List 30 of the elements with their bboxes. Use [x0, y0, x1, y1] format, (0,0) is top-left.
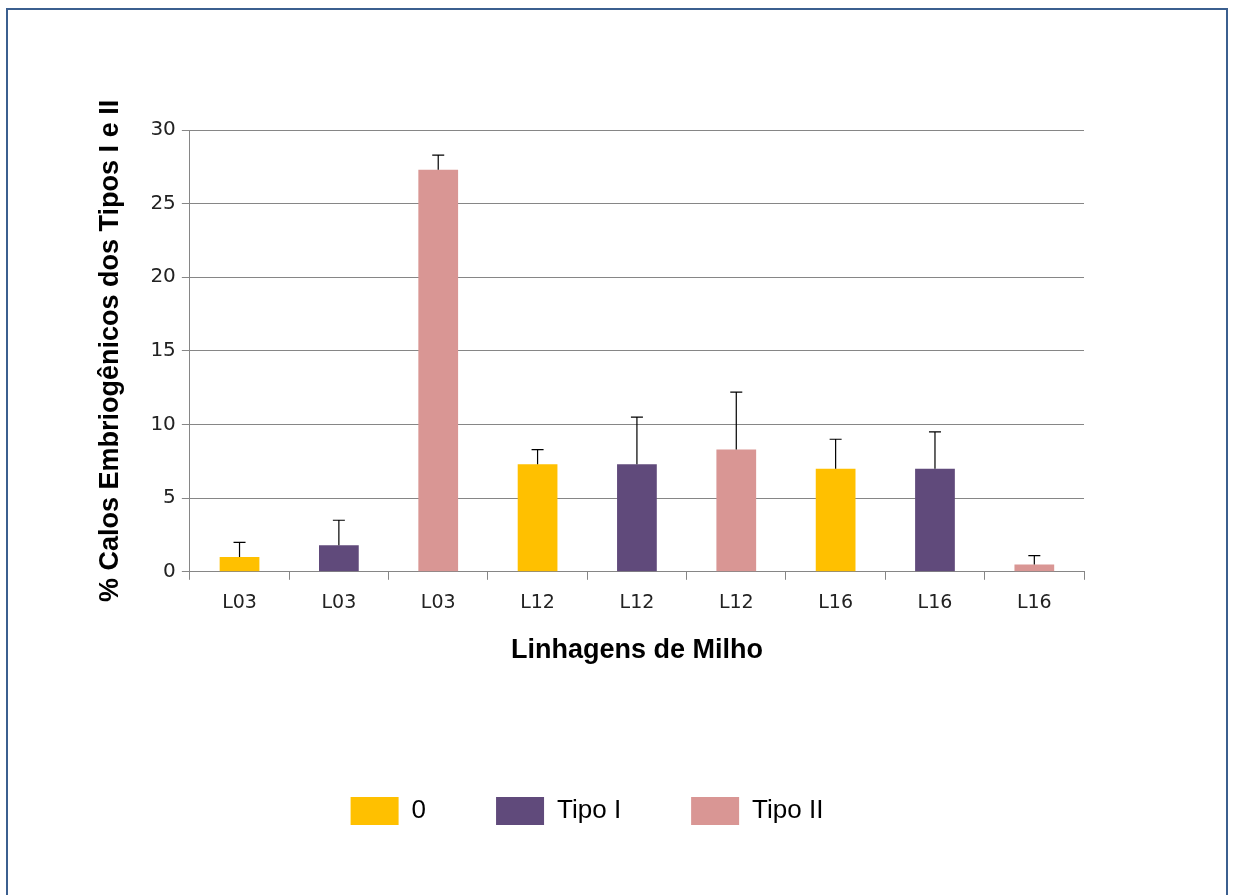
bar — [418, 169, 459, 572]
bar — [219, 557, 260, 572]
y-tick-label: 30 — [150, 116, 176, 141]
bar — [517, 464, 558, 572]
y-tick-label: 0 — [163, 558, 176, 582]
y-tick-label: 20 — [150, 263, 176, 288]
legend-label: Tipo I — [557, 794, 622, 825]
x-tick-label: L03 — [222, 590, 257, 613]
x-tick-label: L12 — [520, 590, 555, 613]
y-axis-title: % Calos Embriogênicos dos Tipos I e II — [93, 99, 124, 602]
x-tick-label: L16 — [917, 590, 953, 613]
bar — [915, 468, 955, 572]
bar — [716, 449, 757, 572]
y-tick-label: 15 — [150, 337, 176, 362]
legend-label: 0 — [411, 794, 427, 825]
bar — [319, 545, 359, 572]
x-tick-label: L16 — [818, 590, 854, 613]
y-tick-label: 5 — [163, 484, 176, 509]
x-tick-label: L12 — [718, 590, 754, 613]
bar — [815, 468, 856, 572]
x-tick-label: L03 — [420, 590, 456, 613]
x-tick-label: L03 — [321, 590, 357, 613]
bar — [1014, 564, 1055, 572]
x-axis-title: Linhagens de Milho — [510, 634, 763, 665]
legend-label: Tipo II — [752, 794, 824, 825]
y-tick-label: 10 — [150, 410, 176, 435]
y-tick-label: 25 — [150, 189, 176, 214]
x-tick-label: L16 — [1016, 590, 1052, 613]
bar — [617, 464, 657, 572]
x-tick-label: L12 — [619, 590, 655, 613]
